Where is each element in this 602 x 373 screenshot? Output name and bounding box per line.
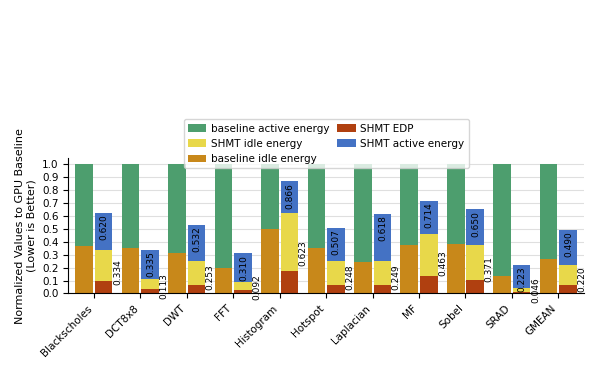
Bar	[215, 164, 232, 268]
Bar	[513, 292, 530, 294]
Bar	[467, 209, 484, 245]
Bar	[234, 253, 252, 282]
Text: 0.507: 0.507	[332, 229, 341, 255]
Text: 0.620: 0.620	[100, 214, 108, 240]
Bar	[141, 289, 159, 294]
Bar	[308, 164, 325, 248]
Text: 0.113: 0.113	[160, 273, 169, 299]
Bar	[188, 285, 205, 294]
Text: 0.046: 0.046	[531, 278, 540, 303]
Bar	[234, 290, 252, 294]
Y-axis label: Normalized Values to GPU Baseline
(Lower is Better): Normalized Values to GPU Baseline (Lower…	[15, 128, 37, 323]
Bar	[327, 261, 345, 285]
Text: 0.249: 0.249	[392, 264, 400, 290]
Bar	[122, 164, 140, 248]
Bar	[327, 228, 345, 261]
Text: 0.371: 0.371	[485, 257, 494, 282]
Bar	[168, 164, 186, 253]
Text: 0.623: 0.623	[299, 240, 308, 266]
Text: 0.334: 0.334	[113, 259, 122, 285]
Bar	[122, 248, 140, 294]
Bar	[261, 164, 279, 229]
Bar	[420, 233, 438, 276]
Text: 0.220: 0.220	[577, 266, 586, 292]
Bar	[95, 281, 113, 294]
Bar	[75, 245, 93, 294]
Bar	[373, 261, 391, 285]
Text: 0.253: 0.253	[206, 264, 215, 290]
Bar	[447, 164, 465, 244]
Bar	[420, 201, 438, 233]
Bar	[373, 285, 391, 294]
Bar	[513, 264, 530, 288]
Bar	[141, 250, 159, 279]
Bar	[234, 282, 252, 290]
Bar	[559, 285, 577, 294]
Text: 0.490: 0.490	[564, 231, 573, 257]
Text: 0.223: 0.223	[518, 266, 527, 292]
Bar	[354, 164, 371, 262]
Bar	[327, 285, 345, 294]
Bar	[354, 262, 371, 294]
Bar	[493, 164, 511, 276]
Bar	[95, 213, 113, 250]
Bar	[540, 164, 557, 259]
Bar	[467, 245, 484, 280]
Text: 0.092: 0.092	[252, 275, 261, 300]
Legend: baseline active energy, SHMT idle energy, baseline idle energy, SHMT EDP, SHMT a: baseline active energy, SHMT idle energy…	[184, 119, 469, 168]
Text: 0.248: 0.248	[345, 264, 354, 290]
Text: 0.310: 0.310	[239, 255, 248, 280]
Text: 0.463: 0.463	[438, 251, 447, 276]
Text: 0.335: 0.335	[146, 251, 155, 277]
Text: 0.532: 0.532	[193, 226, 202, 252]
Bar	[467, 280, 484, 294]
Bar	[559, 265, 577, 285]
Bar	[420, 276, 438, 294]
Bar	[261, 229, 279, 294]
Bar	[400, 164, 418, 245]
Bar	[281, 213, 298, 271]
Bar	[493, 276, 511, 294]
Bar	[215, 268, 232, 294]
Bar	[168, 253, 186, 294]
Bar	[400, 245, 418, 294]
Bar	[308, 248, 325, 294]
Text: 0.714: 0.714	[425, 203, 433, 228]
Bar	[373, 213, 391, 261]
Bar	[540, 259, 557, 294]
Bar	[188, 225, 205, 261]
Bar	[513, 288, 530, 292]
Bar	[281, 271, 298, 294]
Bar	[75, 164, 93, 245]
Text: 0.650: 0.650	[471, 211, 480, 236]
Text: 0.618: 0.618	[378, 215, 387, 241]
Bar	[281, 181, 298, 213]
Bar	[447, 244, 465, 294]
Bar	[141, 279, 159, 289]
Bar	[188, 261, 205, 285]
Bar	[95, 250, 113, 281]
Text: 0.866: 0.866	[285, 183, 294, 209]
Bar	[559, 230, 577, 265]
